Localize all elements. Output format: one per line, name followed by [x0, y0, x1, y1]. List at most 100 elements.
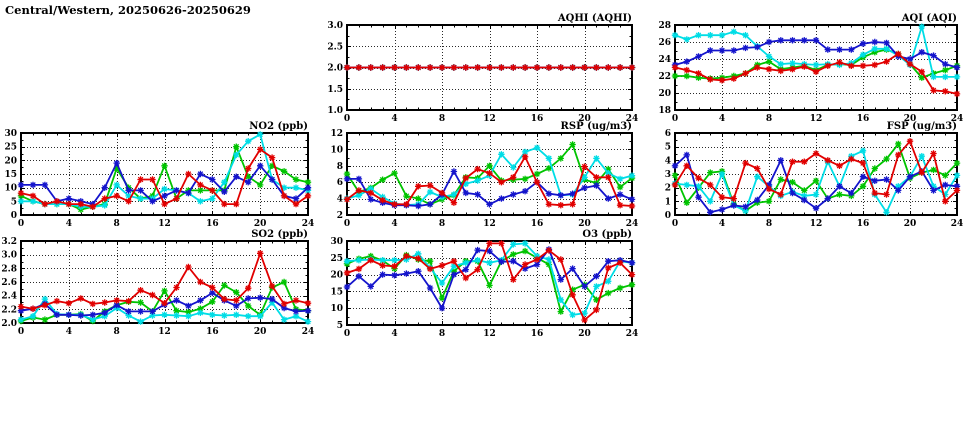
svg-text:12: 12 — [158, 327, 171, 337]
svg-text:15: 15 — [330, 287, 343, 297]
svg-text:0: 0 — [665, 211, 671, 221]
svg-text:3.0: 3.0 — [327, 21, 343, 31]
svg-text:24: 24 — [626, 114, 638, 124]
svg-text:16: 16 — [857, 219, 870, 229]
chart-title-no2: NO2 (ppb) — [249, 121, 308, 132]
svg-text:2: 2 — [665, 184, 671, 194]
svg-text:4: 4 — [391, 114, 397, 124]
svg-text:24: 24 — [302, 219, 314, 229]
svg-text:22: 22 — [658, 72, 671, 82]
svg-text:20: 20 — [330, 271, 343, 281]
svg-text:20: 20 — [254, 219, 267, 229]
svg-text:8: 8 — [766, 219, 772, 229]
chart-no2: NO2 (ppb) 0 4 8 12 16 20 24 0 5 10 15 20 25 30 — [0, 120, 314, 229]
svg-text:0: 0 — [672, 114, 678, 124]
svg-text:4: 4 — [337, 195, 343, 205]
svg-text:15: 15 — [4, 170, 17, 180]
svg-text:2.6: 2.6 — [1, 278, 17, 288]
chart-title-aqi: AQI (AQI) — [901, 13, 957, 24]
svg-text:28: 28 — [658, 21, 671, 31]
svg-text:4: 4 — [66, 219, 72, 229]
chart-title-so2: SO2 (ppb) — [251, 229, 308, 240]
svg-text:2.2: 2.2 — [1, 305, 17, 315]
svg-text:12: 12 — [483, 219, 496, 229]
svg-text:20: 20 — [578, 329, 591, 339]
svg-text:5: 5 — [11, 197, 17, 207]
chart-title-fsp: FSP (ug/m3) — [886, 121, 957, 132]
chart-title-rsp: RSP (ug/m3) — [560, 121, 632, 132]
svg-text:8: 8 — [114, 327, 120, 337]
svg-text:1.5: 1.5 — [327, 85, 343, 95]
svg-text:6: 6 — [665, 129, 671, 139]
svg-text:8: 8 — [439, 219, 445, 229]
svg-text:8: 8 — [439, 114, 445, 124]
svg-text:12: 12 — [158, 219, 171, 229]
svg-text:2.0: 2.0 — [327, 64, 343, 74]
svg-text:30: 30 — [330, 237, 343, 247]
svg-text:0: 0 — [672, 219, 678, 229]
svg-text:26: 26 — [658, 38, 671, 48]
svg-text:10: 10 — [330, 304, 343, 314]
svg-text:8: 8 — [439, 329, 445, 339]
svg-text:3.0: 3.0 — [1, 251, 17, 261]
svg-text:0: 0 — [18, 219, 24, 229]
svg-text:20: 20 — [578, 114, 591, 124]
svg-text:24: 24 — [626, 329, 638, 339]
svg-text:24: 24 — [302, 327, 314, 337]
chart-so2: SO2 (ppb) 0 4 8 12 16 20 24 2.0 2.2 2.4 2.6 2.8 3.0 3… — [0, 228, 314, 337]
svg-text:1.0: 1.0 — [327, 106, 343, 116]
svg-text:4: 4 — [391, 219, 397, 229]
svg-text:30: 30 — [4, 129, 17, 139]
chart-o3: O3 (ppb) 0 4 8 12 16 20 24 5 10 15 20 25 30 — [320, 228, 638, 339]
svg-text:4: 4 — [665, 156, 671, 166]
svg-text:20: 20 — [4, 156, 17, 166]
svg-text:5: 5 — [665, 143, 671, 153]
svg-text:5: 5 — [337, 321, 343, 331]
svg-text:12: 12 — [810, 219, 823, 229]
svg-text:12: 12 — [330, 129, 343, 139]
svg-text:10: 10 — [4, 184, 17, 194]
svg-text:20: 20 — [904, 114, 917, 124]
svg-text:8: 8 — [766, 114, 772, 124]
svg-text:10: 10 — [330, 145, 343, 155]
svg-text:4: 4 — [391, 329, 397, 339]
svg-text:3: 3 — [665, 170, 671, 180]
svg-text:8: 8 — [337, 162, 343, 172]
aqhi-plot: 0 4 8 12 16 20 24 1.0 1.5 2.0 2.5 3.0 — [327, 21, 638, 124]
svg-text:0: 0 — [344, 114, 350, 124]
chart-fsp: FSP (ug/m3) 0 4 8 12 16 20 24 0 1 2 3 4 5 6 — [648, 120, 963, 229]
svg-text:16: 16 — [531, 114, 544, 124]
chart-rsp: RSP (ug/m3) 0 4 8 12 16 20 24 2 4 6 8 10 12 — [320, 120, 638, 229]
aqi-plot: 0 4 8 12 16 20 24 18 20 22 24 26 28 — [658, 21, 963, 124]
svg-text:20: 20 — [904, 219, 917, 229]
svg-text:4: 4 — [719, 219, 725, 229]
svg-text:20: 20 — [658, 89, 671, 99]
svg-text:16: 16 — [206, 219, 219, 229]
svg-text:20: 20 — [578, 219, 591, 229]
svg-text:24: 24 — [658, 55, 671, 65]
svg-text:2.8: 2.8 — [1, 264, 17, 274]
so2-plot: 0 4 8 12 16 20 24 2.0 2.2 2.4 2.6 2.8 3.0 3.2 — [1, 237, 314, 337]
svg-text:16: 16 — [206, 327, 219, 337]
page-title: Central/Western, 20250626-20250629 — [5, 3, 251, 17]
svg-text:16: 16 — [857, 114, 870, 124]
svg-text:2.5: 2.5 — [327, 42, 343, 52]
no2-plot: 0 4 8 12 16 20 24 0 5 10 15 20 25 30 — [4, 129, 314, 229]
svg-text:25: 25 — [330, 254, 343, 264]
svg-text:4: 4 — [66, 327, 72, 337]
svg-text:4: 4 — [719, 114, 725, 124]
svg-text:2.0: 2.0 — [1, 319, 17, 329]
svg-text:1: 1 — [665, 197, 671, 207]
svg-text:6: 6 — [337, 178, 343, 188]
chart-aqhi: AQHI (AQHI) 0 4 8 12 16 20 24 1.0 1.5 2.0 2.5 3.0 — [320, 12, 638, 124]
svg-text:24: 24 — [626, 219, 638, 229]
o3-plot: 0 4 8 12 16 20 24 5 10 15 20 25 30 — [330, 237, 638, 339]
svg-text:20: 20 — [254, 327, 267, 337]
chart-title-aqhi: AQHI (AQHI) — [557, 13, 632, 24]
svg-text:2.4: 2.4 — [1, 292, 17, 302]
svg-text:18: 18 — [658, 106, 671, 116]
svg-text:2: 2 — [337, 211, 343, 221]
svg-text:0: 0 — [344, 329, 350, 339]
